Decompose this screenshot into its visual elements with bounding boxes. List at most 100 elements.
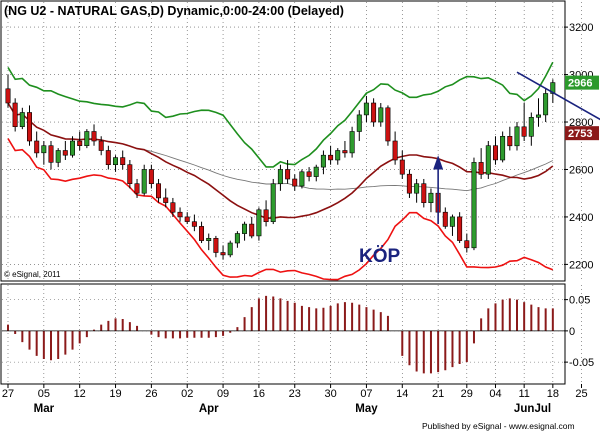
- candle-body: [105, 150, 111, 165]
- candle: [177, 207, 183, 222]
- candle: [292, 174, 298, 191]
- indicator-y-tick-label: 0: [569, 326, 575, 338]
- candle: [77, 131, 83, 151]
- x-tick-label: 11: [518, 388, 529, 400]
- candle: [392, 131, 398, 165]
- x-tick-label: 02: [181, 388, 193, 400]
- chart-title: (NG U2 - NATURAL GAS,D) Dynamic,0:00-24:…: [4, 4, 344, 18]
- candle: [406, 169, 412, 198]
- candle-body: [5, 88, 11, 104]
- candle-body: [514, 126, 520, 147]
- candle: [285, 159, 291, 184]
- candle: [41, 141, 47, 165]
- candle-body: [113, 157, 119, 166]
- candle-body: [249, 223, 255, 237]
- candle-body: [263, 209, 269, 223]
- candle-body: [471, 162, 477, 249]
- candle-body: [414, 183, 420, 194]
- x-tick-label: 19: [109, 388, 121, 400]
- band-value-label: 2753: [568, 128, 592, 140]
- candle-body: [77, 140, 83, 146]
- candle: [349, 126, 355, 158]
- x-tick-label: 29: [461, 388, 473, 400]
- candle: [507, 126, 513, 151]
- candle-body: [177, 211, 183, 218]
- candle-body: [170, 202, 176, 213]
- candle: [457, 212, 463, 244]
- candle: [442, 207, 448, 229]
- candle-body: [184, 216, 190, 222]
- candle-body: [234, 233, 240, 244]
- candle: [5, 74, 11, 108]
- bands: [7, 61, 554, 281]
- candles: [5, 71, 600, 260]
- month-label: Jun: [514, 403, 534, 415]
- candle-body: [227, 242, 233, 256]
- right-axis-bg: [566, 1, 599, 385]
- candle-body: [270, 183, 276, 222]
- candle-body: [385, 107, 391, 142]
- candle-body: [543, 93, 549, 116]
- candle-body: [213, 238, 219, 253]
- candle-body: [464, 240, 470, 249]
- candle-body: [521, 126, 527, 137]
- candle: [156, 178, 162, 203]
- candle: [277, 164, 283, 191]
- candle: [55, 148, 61, 168]
- candle: [342, 141, 348, 158]
- month-label: Jul: [535, 403, 552, 415]
- x-tick-label: 18: [547, 388, 559, 400]
- candle-body: [48, 145, 54, 163]
- candle: [26, 105, 32, 146]
- y-tick-label: 2400: [569, 212, 593, 224]
- candle-body: [485, 145, 491, 175]
- candle: [84, 129, 90, 149]
- candle: [113, 155, 119, 172]
- candle: [335, 148, 341, 165]
- candle: [141, 164, 147, 196]
- candle: [535, 98, 541, 127]
- candle: [428, 188, 434, 213]
- candle: [528, 112, 534, 146]
- candle: [227, 240, 233, 258]
- candle-body: [163, 197, 169, 203]
- candle-body: [55, 150, 61, 163]
- candle: [385, 105, 391, 146]
- candle: [263, 200, 269, 227]
- candle: [62, 141, 68, 160]
- candle-body: [528, 117, 534, 137]
- trend-arrow: [516, 71, 600, 121]
- candle-body: [371, 102, 377, 123]
- candle: [70, 136, 76, 158]
- candle-body: [500, 136, 506, 161]
- candle: [378, 103, 384, 127]
- month-label: Mar: [34, 403, 55, 415]
- buy-annotation: KÖP: [359, 246, 401, 267]
- candle-body: [84, 131, 90, 146]
- candle-body: [492, 145, 498, 161]
- candle: [148, 164, 154, 189]
- candle: [12, 98, 18, 132]
- candle-body: [191, 221, 197, 227]
- candle-body: [242, 223, 248, 234]
- candle-body: [320, 154, 326, 168]
- candle: [249, 216, 255, 239]
- candle-body: [442, 211, 448, 227]
- candle: [213, 235, 219, 258]
- candle: [206, 233, 212, 251]
- candle-body: [363, 102, 369, 116]
- candle-body: [41, 145, 47, 154]
- candle: [543, 88, 549, 123]
- candle-body: [507, 136, 513, 147]
- candle-body: [342, 150, 348, 154]
- candle-body: [378, 107, 384, 123]
- candle-body: [406, 173, 412, 194]
- footer-label: Published by eSignal - www.esignal.com: [422, 421, 575, 431]
- indicator-panel: [0, 283, 566, 385]
- x-tick-label: 14: [396, 388, 408, 400]
- candle: [242, 221, 248, 241]
- candle: [120, 150, 126, 170]
- candle: [34, 131, 40, 158]
- candle-body: [356, 114, 362, 132]
- candle-body: [428, 192, 434, 203]
